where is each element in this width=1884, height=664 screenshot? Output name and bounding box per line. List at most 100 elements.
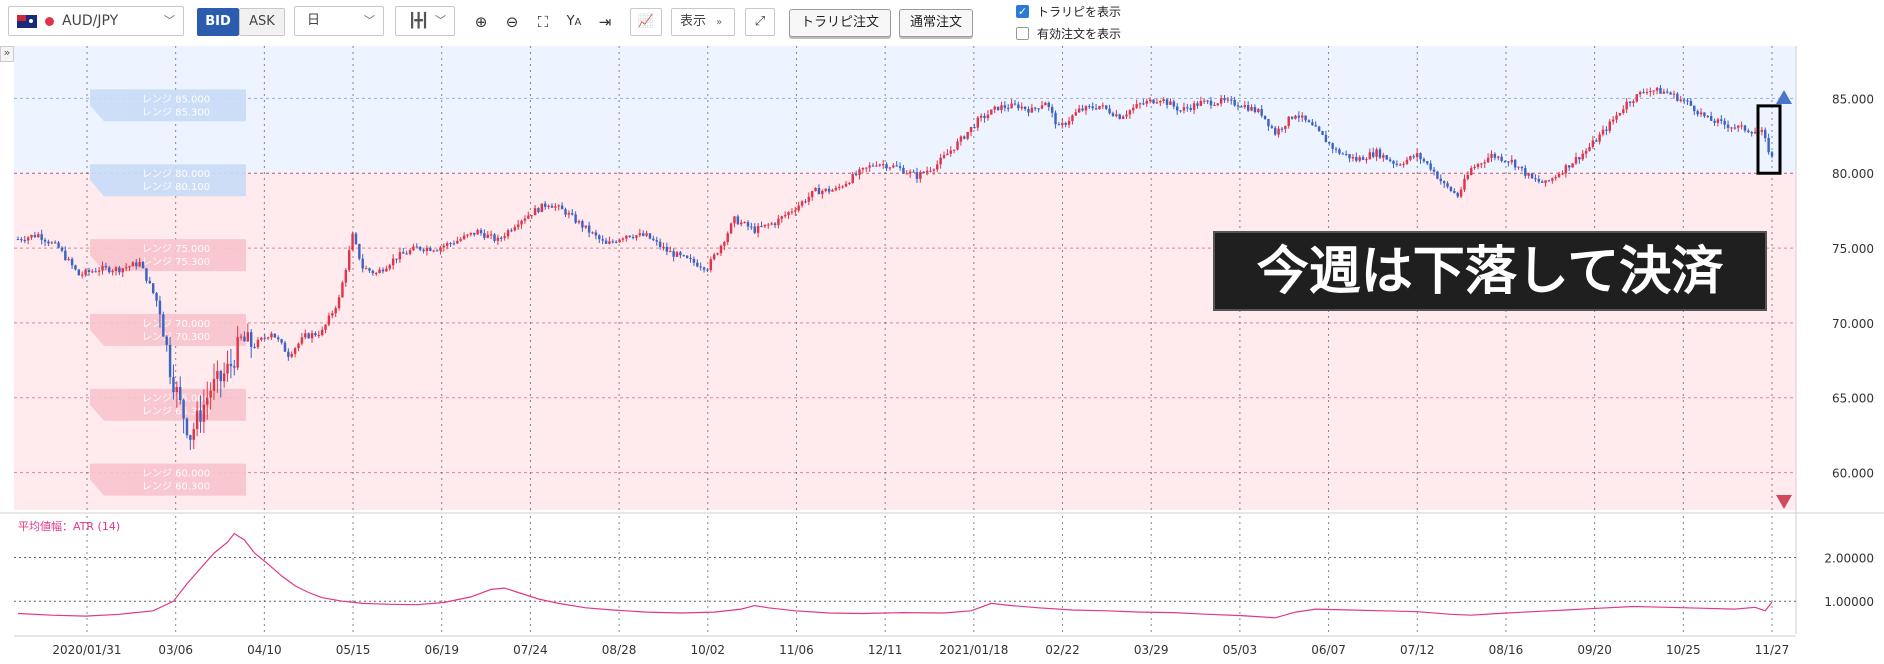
candle (202, 389, 206, 434)
candle (1743, 124, 1747, 133)
candle (435, 248, 439, 252)
timeframe-select[interactable]: 日 ﹀ (294, 6, 384, 36)
candle-body (814, 187, 817, 192)
symbol-select[interactable]: AUD/JPY ﹀ (8, 6, 184, 36)
candle-body (979, 115, 983, 118)
display-menu-button[interactable]: 表示 » (671, 8, 735, 36)
candle (591, 231, 594, 235)
indicator-button[interactable]: 📈 (630, 8, 662, 36)
scroll-to-latest-icon[interactable]: ⇥ (598, 13, 612, 31)
candle (885, 162, 888, 171)
price-chart[interactable]: レンジ 85.000 レンジ 85.300 レンジ 80.000 レンジ 80.100… (0, 44, 1884, 664)
time-tick-label: 2020/01/31 (52, 643, 121, 657)
bid-button[interactable]: BID (197, 8, 239, 36)
fit-screen-icon[interactable]: ⛶ (537, 13, 549, 31)
scroll-down-icon[interactable] (1776, 495, 1792, 509)
candle (500, 236, 503, 242)
candle (1547, 179, 1551, 182)
candle (1361, 155, 1365, 160)
candle-body (1561, 173, 1564, 175)
candle-body (1730, 127, 1733, 129)
candle-body (996, 106, 1000, 111)
normal-order-button[interactable]: 通常注文 (899, 9, 973, 37)
zoom-out-icon[interactable]: ⊖ (505, 13, 519, 31)
candle-body (875, 165, 878, 167)
candle-body (932, 169, 936, 171)
candle (216, 360, 219, 393)
candle-body (486, 234, 489, 238)
candle (723, 240, 726, 251)
candle-body (293, 348, 297, 354)
candle (1730, 126, 1733, 133)
candle (442, 243, 446, 252)
candle-body (1088, 106, 1091, 108)
candle (577, 219, 581, 225)
candle (581, 219, 584, 232)
highlight-box (1756, 104, 1782, 175)
candle (486, 231, 489, 239)
fullscreen-button[interactable]: ⤢ (745, 8, 775, 36)
candle (233, 359, 236, 376)
time-tick-label: 07/12 (1400, 643, 1435, 657)
candle-body (1591, 140, 1595, 147)
candle (1666, 88, 1669, 94)
candle-body (1713, 120, 1716, 123)
candle (1270, 124, 1274, 129)
candle (1669, 91, 1672, 95)
candle (908, 169, 912, 178)
candle-body (1203, 100, 1206, 102)
candle-body (506, 230, 510, 237)
auto-scale-icon[interactable]: YA (566, 14, 582, 29)
candle-body (1463, 178, 1466, 190)
range-order-label: レンジ 60.000 (142, 469, 210, 480)
price-tick-label: 80.000 (1832, 167, 1874, 181)
candle-body (949, 150, 952, 154)
candle (114, 266, 118, 276)
candle-body (1736, 125, 1740, 128)
range-order-label: レンジ 65.000 (142, 394, 210, 405)
candle-body (1263, 115, 1267, 119)
side-panel-toggle[interactable]: » (0, 46, 14, 62)
candle-body (1023, 106, 1027, 110)
candle (209, 382, 212, 410)
candle-body (567, 213, 571, 215)
trarepi-order-button[interactable]: トラリピ注文 (789, 9, 891, 37)
candle-body (1503, 161, 1507, 163)
candle (483, 229, 486, 240)
candle (1226, 96, 1230, 103)
candlestick-icon: ┃╋┃ (408, 13, 429, 29)
show-trarepi-checkbox[interactable]: ✓ トラリピを表示 (1016, 3, 1121, 20)
candle (351, 231, 354, 251)
candle (199, 395, 202, 433)
zoom-in-icon[interactable]: ⊕ (474, 13, 488, 31)
candle-body (1709, 115, 1713, 121)
candle-body (1108, 108, 1111, 114)
candle (1189, 104, 1192, 112)
candle-body (283, 342, 287, 352)
ask-button[interactable]: ASK (239, 8, 285, 36)
candle (750, 222, 753, 230)
scroll-up-icon[interactable] (1776, 90, 1792, 104)
candle-body (675, 252, 679, 257)
candle (1196, 101, 1199, 109)
candle (1155, 98, 1159, 104)
candle (1581, 149, 1584, 162)
candle (145, 268, 148, 284)
candle-body (182, 400, 185, 419)
time-tick-label: 04/10 (247, 643, 282, 657)
candle (1473, 164, 1476, 170)
candle (976, 115, 980, 132)
candle-body (1402, 163, 1405, 165)
candle-body (669, 251, 672, 253)
candle-body (429, 247, 432, 251)
candle (344, 268, 348, 287)
chart-type-select[interactable]: ┃╋┃ ﹀ (395, 6, 455, 36)
candle (1290, 116, 1294, 120)
candle-body (652, 238, 655, 241)
candle (283, 340, 287, 352)
show-active-orders-checkbox[interactable]: 有効注文を表示 (1016, 25, 1121, 42)
candle-body (618, 239, 621, 243)
candle-body (537, 208, 540, 213)
candle (692, 256, 696, 266)
candle (337, 294, 341, 311)
